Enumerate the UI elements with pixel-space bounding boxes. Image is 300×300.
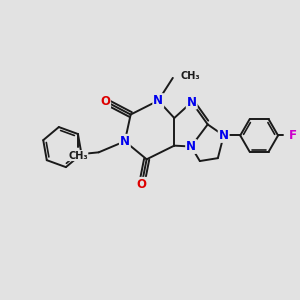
Text: O: O	[100, 95, 110, 108]
Text: N: N	[186, 140, 196, 153]
Text: N: N	[219, 129, 229, 142]
Text: N: N	[120, 135, 130, 148]
Text: F: F	[289, 129, 297, 142]
Text: CH₃: CH₃	[68, 151, 88, 160]
Text: N: N	[187, 95, 197, 109]
Text: CH₃: CH₃	[180, 71, 200, 82]
Text: O: O	[137, 178, 147, 191]
Text: N: N	[153, 94, 163, 107]
